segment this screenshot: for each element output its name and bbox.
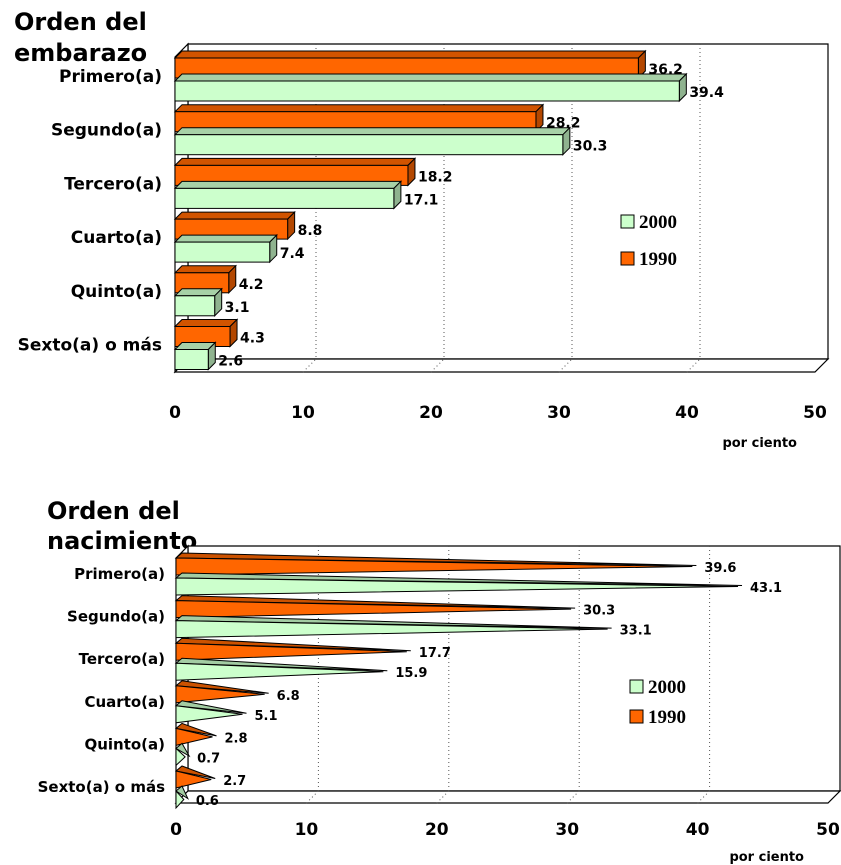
data-label: 30.3 <box>573 139 608 155</box>
category-label: Quinto(a) <box>84 735 165 753</box>
chart-embarazo: Orden del embarazo 36.239.428.230.318.21… <box>14 8 830 451</box>
category-label: Quinto(a) <box>71 282 162 302</box>
bar-2000 <box>175 742 191 767</box>
bar-1990 <box>174 552 697 576</box>
data-label: 6.8 <box>277 689 300 704</box>
chart1-bars: 36.239.428.230.318.217.18.87.44.23.14.32… <box>173 49 724 371</box>
data-label: 0.6 <box>196 794 219 809</box>
bar-1990 <box>173 210 296 241</box>
data-label: 5.1 <box>255 709 278 724</box>
data-label: 0.7 <box>197 751 220 766</box>
x-tick-label: 20 <box>425 820 449 840</box>
chart1-x-axis-label: por ciento <box>722 436 797 451</box>
data-label: 2.6 <box>218 354 243 370</box>
x-tick-label: 40 <box>686 820 710 840</box>
x-tick-label: 0 <box>169 403 181 423</box>
category-label: Primero(a) <box>74 565 165 583</box>
data-label: 2.7 <box>223 774 246 789</box>
chart1-legend: 2000 1990 <box>608 202 692 272</box>
bar-2000 <box>175 785 189 810</box>
chart1-title-line2: embarazo <box>14 39 147 67</box>
data-label: 2.8 <box>225 731 248 746</box>
data-label: 3.1 <box>225 300 250 316</box>
x-tick-label: 10 <box>291 403 315 423</box>
category-label: Primero(a) <box>59 67 162 87</box>
data-label: 7.4 <box>280 246 305 262</box>
chart2-x-tick-labels: 0 10 20 30 40 50 <box>170 820 840 840</box>
data-label: 8.8 <box>298 223 323 239</box>
chart1-category-labels: Primero(a) Segundo(a) Tercero(a) Cuarto(a) Q… <box>18 67 162 356</box>
data-label: 15.9 <box>395 666 427 681</box>
category-label: Tercero(a) <box>79 650 165 668</box>
category-label: Segundo(a) <box>67 608 165 626</box>
data-label: 39.4 <box>689 85 724 101</box>
chart2-category-labels: Primero(a) Segundo(a) Tercero(a) Cuarto(a) Q… <box>38 565 165 796</box>
data-label: 4.2 <box>239 277 264 293</box>
data-label: 33.1 <box>620 624 652 639</box>
category-label: Segundo(a) <box>51 121 162 141</box>
chart2-legend: 2000 1990 <box>618 668 702 734</box>
chart1-legend-swatch-2000 <box>620 214 635 229</box>
data-label: 30.3 <box>583 604 615 619</box>
data-label: 43.1 <box>750 581 782 596</box>
chart2-legend-label-1990: 1990 <box>648 707 686 728</box>
floor <box>173 358 830 373</box>
x-tick-label: 40 <box>675 403 699 423</box>
chart1-x-tick-labels: 0 10 20 30 40 50 <box>169 403 827 423</box>
bar-2000 <box>174 572 743 596</box>
x-tick-label: 30 <box>547 403 571 423</box>
bar-2000 <box>174 700 247 724</box>
data-label: 17.7 <box>419 646 451 661</box>
bar-2000 <box>174 615 612 639</box>
bar-1990 <box>174 722 217 747</box>
bar-2000 <box>173 72 688 103</box>
gridline-floor <box>436 790 450 804</box>
bar-1990 <box>174 595 576 619</box>
bar-2000 <box>173 341 217 371</box>
bar-2000 <box>173 180 403 210</box>
chart2-legend-swatch-2000 <box>629 679 644 694</box>
gridline-floor <box>306 790 319 804</box>
bar-1990 <box>173 103 545 133</box>
chart2-title-line1: Orden del <box>47 497 180 525</box>
data-label: 4.3 <box>240 331 265 347</box>
chart1-title-line1: Orden del <box>14 8 147 36</box>
gridline-floor <box>566 790 580 804</box>
chart2-legend-label-2000: 2000 <box>648 677 686 698</box>
bar-1990 <box>173 264 237 295</box>
bar-2000 <box>173 126 572 156</box>
data-label: 17.1 <box>404 192 439 208</box>
x-tick-label: 30 <box>555 820 579 840</box>
chart-nacimiento: Orden del nacimiento 39.6 43.1 30.3 33.1 17.… <box>38 497 841 865</box>
category-label: Cuarto(a) <box>71 228 162 248</box>
x-tick-label: 50 <box>803 403 827 423</box>
floor <box>174 790 841 804</box>
bar-1990 <box>174 680 269 704</box>
chart1-legend-swatch-1990 <box>620 251 635 266</box>
x-tick-label: 50 <box>816 820 840 840</box>
bar-1990 <box>174 637 411 661</box>
category-label: Cuarto(a) <box>84 693 165 711</box>
bar-2000 <box>173 287 223 318</box>
chart1-legend-label-1990: 1990 <box>639 249 677 270</box>
category-label: Tercero(a) <box>64 174 162 194</box>
chart2-x-axis-label: por ciento <box>729 850 804 865</box>
data-label: 39.6 <box>704 561 736 576</box>
bar-2000 <box>173 233 278 264</box>
x-tick-label: 0 <box>170 820 182 840</box>
x-tick-label: 10 <box>295 820 319 840</box>
category-label: Sexto(a) o más <box>18 336 162 356</box>
bar-1990 <box>173 318 239 348</box>
category-label: Sexto(a) o más <box>38 778 165 796</box>
chart2-legend-swatch-1990 <box>629 709 644 724</box>
chart1-legend-label-2000: 2000 <box>639 212 677 233</box>
gridline-floor <box>697 790 710 804</box>
data-label: 18.2 <box>418 169 453 185</box>
x-tick-label: 20 <box>419 403 443 423</box>
chart2-cones: 39.6 43.1 30.3 33.1 17.7 15.9 6.8 5.1 2.8 0.72.7 0… <box>174 552 782 810</box>
bar-2000 <box>174 657 388 681</box>
bar-1990 <box>174 765 216 789</box>
chart2-title-line2: nacimiento <box>47 527 197 555</box>
